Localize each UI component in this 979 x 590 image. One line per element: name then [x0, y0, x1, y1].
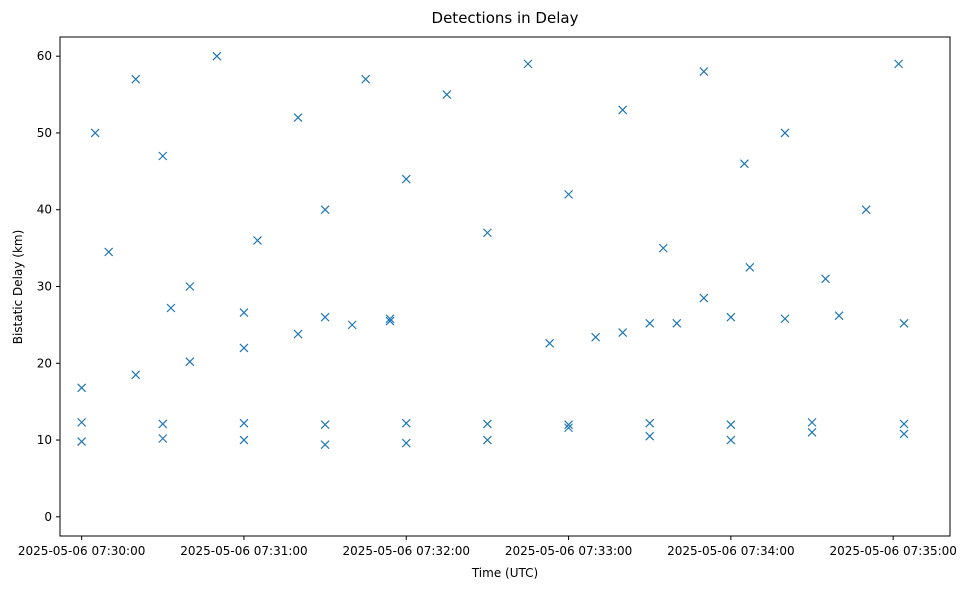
data-point [385, 314, 395, 324]
series-6 [645, 427, 909, 445]
data-point [385, 316, 395, 326]
data-point [658, 243, 668, 253]
data-point [320, 440, 330, 450]
data-point [239, 435, 249, 445]
series-0 [77, 314, 395, 393]
data-point [807, 417, 817, 427]
data-point [185, 357, 195, 367]
plot-frame [59, 36, 951, 537]
x-tick-label: 2025-05-06 07:32:00 [343, 544, 470, 558]
data-point [780, 314, 790, 324]
data-point [672, 318, 682, 328]
data-point [591, 332, 601, 342]
y-tick-label: 10 [37, 433, 52, 447]
data-point [899, 419, 909, 429]
data-point [158, 434, 168, 443]
series-3 [618, 311, 909, 337]
data-point [894, 59, 904, 69]
data-point [618, 328, 628, 337]
data-point [320, 312, 330, 322]
data-point [726, 435, 736, 445]
data-point [699, 67, 709, 76]
data-point [780, 128, 790, 138]
data-point [401, 418, 411, 428]
data-point [564, 423, 573, 433]
data-point [899, 429, 909, 439]
data-point [645, 318, 655, 328]
data-point [807, 427, 817, 437]
data-point [320, 420, 330, 430]
y-tick-label: 50 [37, 126, 52, 140]
x-tick-label: 2025-05-06 07:35:00 [829, 544, 956, 558]
data-point [158, 151, 168, 161]
x-tick-label: 2025-05-06 07:33:00 [505, 544, 632, 558]
data-point [104, 247, 114, 257]
series-7 [645, 417, 909, 430]
data-point [320, 205, 330, 215]
data-point [523, 59, 533, 69]
y-axis: 0 10 20 30 40 50 60 [37, 49, 60, 524]
data-point [564, 420, 573, 430]
chart-title: Detections in Delay [432, 9, 579, 27]
data-point [482, 419, 492, 429]
y-tick-label: 30 [37, 280, 52, 294]
data-point [131, 74, 141, 84]
data-point [401, 174, 411, 184]
data-point [166, 303, 176, 313]
data-point [645, 431, 655, 441]
data-point [401, 438, 411, 448]
y-tick-label: 60 [37, 49, 52, 63]
data-point [739, 159, 749, 169]
data-point [726, 312, 736, 322]
data-point [442, 90, 452, 100]
data-point [293, 329, 303, 339]
data-point [482, 435, 492, 445]
x-axis: 2025-05-06 07:30:00 2025-05-06 07:31:00 20… [18, 536, 957, 558]
data-point [821, 274, 830, 284]
data-point [726, 420, 736, 430]
data-point [212, 51, 222, 61]
data-point [834, 311, 844, 321]
y-tick-label: 0 [44, 510, 52, 524]
data-point [482, 228, 492, 238]
data-point [77, 383, 87, 393]
series-4 [77, 417, 573, 430]
x-tick-label: 2025-05-06 07:30:00 [18, 544, 145, 558]
x-tick-label: 2025-05-06 07:31:00 [180, 544, 307, 558]
data-point [158, 419, 168, 429]
data-point [361, 74, 371, 84]
series-2 [545, 262, 755, 348]
data-point [77, 417, 87, 427]
data-point [239, 343, 249, 353]
series-8 [90, 51, 904, 291]
data-point [77, 437, 87, 446]
data-point [861, 205, 871, 215]
data-point [185, 282, 195, 291]
data-point [745, 262, 755, 272]
y-axis-label: Bistatic Delay (km) [11, 230, 25, 345]
data-point [293, 113, 303, 123]
x-tick-label: 2025-05-06 07:34:00 [667, 544, 794, 558]
y-tick-label: 20 [37, 356, 52, 370]
data-point [699, 293, 709, 303]
y-tick-label: 40 [37, 203, 52, 217]
data-point [545, 338, 555, 348]
data-point [90, 128, 100, 138]
series-1 [166, 303, 395, 326]
data-point [347, 320, 357, 330]
data-point [131, 370, 141, 380]
data-point [645, 418, 655, 428]
data-point [239, 308, 249, 318]
data-point [253, 236, 262, 245]
plot-area [77, 51, 909, 450]
data-point [239, 418, 249, 428]
data-point [618, 105, 628, 115]
x-axis-label: Time (UTC) [471, 566, 538, 580]
data-point [564, 189, 573, 199]
series-5 [77, 423, 573, 450]
data-point [899, 318, 909, 328]
